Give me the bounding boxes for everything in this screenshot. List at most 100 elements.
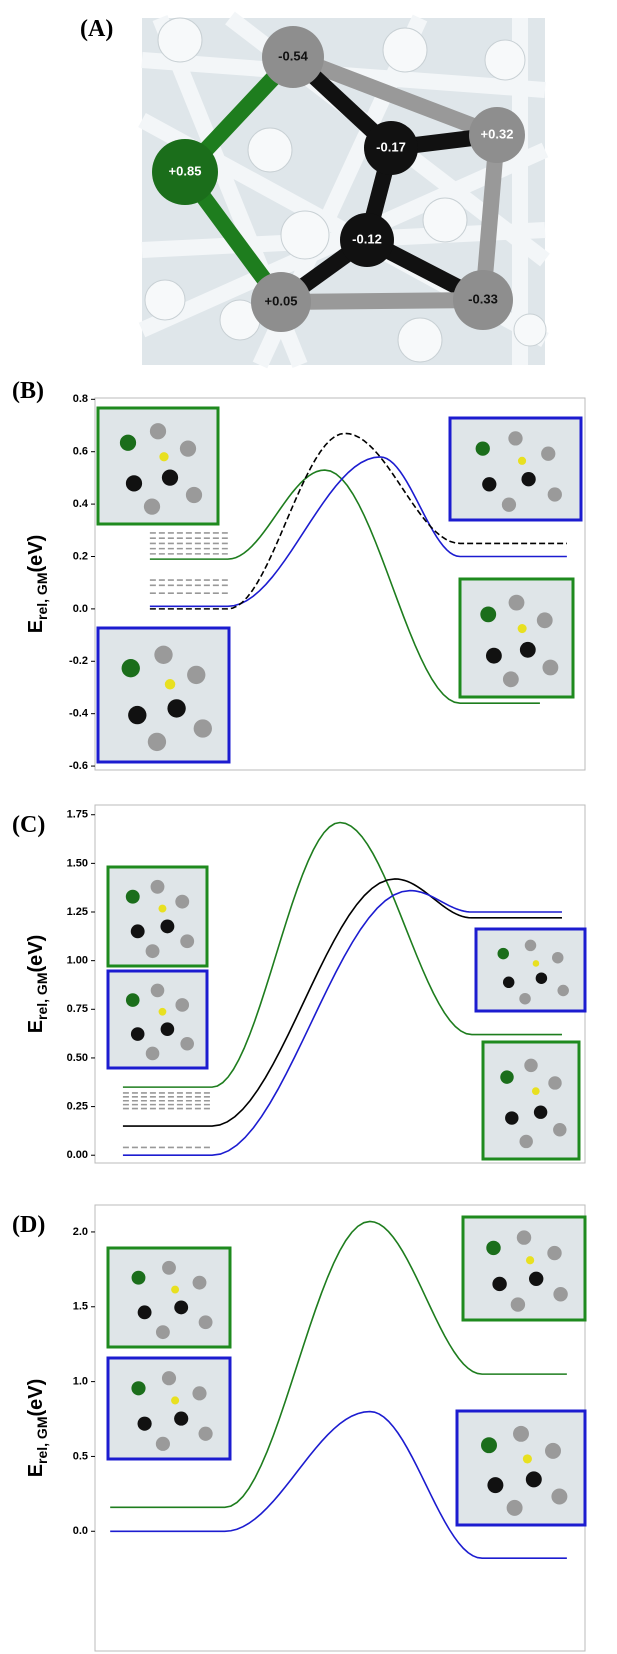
lattice-atoms — [144, 17, 547, 363]
energy-curve — [110, 1410, 567, 1560]
y-label-sub: rel, GM — [34, 972, 50, 1019]
inset-atom — [525, 1256, 535, 1265]
inset-atom — [161, 1371, 177, 1386]
inset-atom — [121, 659, 140, 678]
inset-atom — [174, 1300, 189, 1315]
inset-atom — [137, 1305, 152, 1320]
inset-atom — [525, 1471, 542, 1488]
energy-curve — [149, 432, 567, 610]
y-label-unit: (eV) — [25, 1379, 47, 1417]
structure-inset — [461, 1215, 587, 1322]
structure-inset — [106, 865, 209, 968]
inset-atom — [171, 1396, 180, 1405]
panel-label: (C) — [12, 812, 45, 838]
atom — [340, 213, 394, 267]
y-tick-label: 0.0 — [73, 603, 88, 615]
inset-atom — [553, 1123, 567, 1137]
inset-atom — [551, 1488, 568, 1505]
inset-atom — [524, 1058, 538, 1073]
inset-atom — [502, 976, 515, 989]
inset-atom — [143, 498, 161, 515]
inset-atom — [487, 1477, 504, 1494]
y-tick-label: 1.5 — [73, 1301, 88, 1313]
inset-atom — [536, 612, 553, 629]
y-label-sub: rel, GM — [34, 572, 50, 619]
y-tick-label: 0.4 — [73, 498, 89, 510]
structure-inset — [106, 1356, 232, 1461]
y-label-sub: rel, GM — [34, 1416, 50, 1463]
inset-atom — [480, 606, 497, 623]
inset-atom — [506, 1499, 523, 1516]
inset-atom — [198, 1426, 213, 1441]
y-axis-label: Erel, GM(eV) — [25, 935, 50, 1034]
inset-atom — [545, 1442, 561, 1459]
y-tick-label: 1.50 — [67, 857, 88, 869]
atom — [469, 107, 525, 163]
inset-atom — [547, 487, 562, 502]
energy-curve — [122, 889, 562, 1157]
inset-atom — [557, 984, 569, 997]
inset-atom — [155, 1436, 170, 1451]
inset-atom — [125, 475, 143, 492]
y-axis-label: Erel, GM(eV) — [25, 1379, 50, 1478]
inset-atom — [508, 594, 525, 611]
inset-atom — [193, 719, 212, 738]
inset-atom — [482, 477, 497, 492]
charge-label: +0.85 — [169, 163, 202, 178]
structure-inset — [448, 416, 583, 522]
y-tick-label: 1.25 — [67, 906, 88, 918]
inset-atom — [145, 944, 160, 959]
inset-atom — [198, 1315, 213, 1330]
atom — [262, 26, 324, 88]
inset-atom — [481, 1437, 497, 1454]
y-tick-label: -0.4 — [69, 708, 89, 720]
panel-a: -0.54 +0.32 +0.85 -0.17 -0.12 +0.05 -0.3… — [80, 11, 550, 369]
structure-inset — [458, 577, 575, 699]
structure-inset — [96, 406, 220, 526]
inset-atom — [171, 1285, 180, 1294]
inset-atom — [137, 1416, 152, 1431]
inset-atom — [528, 1271, 544, 1287]
charge-label: +0.05 — [265, 293, 298, 308]
y-tick-label: -0.6 — [69, 760, 88, 772]
inset-atom — [180, 1036, 194, 1051]
y-tick-label: 0.5 — [73, 1450, 88, 1462]
inset-atom — [145, 1046, 160, 1061]
y-label-main: E — [25, 1020, 47, 1033]
y-tick-label: 1.00 — [67, 955, 88, 967]
inset-atom — [131, 1381, 146, 1396]
y-tick-label: 0.8 — [73, 393, 88, 405]
inset-atom — [159, 452, 169, 462]
inset-atom — [547, 1245, 562, 1261]
energy-curve — [122, 821, 562, 1088]
structure-inset — [455, 1409, 587, 1527]
inset-atom — [158, 904, 167, 913]
energy-curve — [122, 878, 562, 1127]
inset-atom — [510, 1297, 526, 1312]
y-tick-label: 0.00 — [67, 1149, 88, 1161]
inset-atom — [192, 1275, 207, 1290]
atom — [152, 139, 218, 205]
charge-label: -0.33 — [468, 291, 498, 306]
plot-frame — [94, 397, 586, 771]
inset-atom — [524, 939, 537, 952]
panel-label: (D) — [12, 1212, 45, 1238]
inset-atom — [180, 934, 195, 949]
inset-atom — [486, 1240, 501, 1256]
structure-inset — [481, 1040, 581, 1161]
y-tick-label: 0.2 — [73, 550, 88, 562]
y-tick-label: -0.2 — [69, 655, 88, 667]
inset-atom — [541, 446, 556, 461]
inset-atom — [521, 472, 536, 487]
inset-atom — [192, 1386, 207, 1401]
inset-atom — [164, 679, 176, 690]
inset-atom — [497, 947, 509, 960]
inset-atom — [174, 1411, 189, 1426]
inset-atom — [492, 1276, 507, 1292]
inset-atom — [542, 659, 559, 676]
inset-atom — [179, 440, 197, 457]
panel-label: (A) — [80, 16, 113, 42]
inset-atom — [175, 894, 190, 909]
y-tick-label: 0.50 — [67, 1052, 88, 1064]
